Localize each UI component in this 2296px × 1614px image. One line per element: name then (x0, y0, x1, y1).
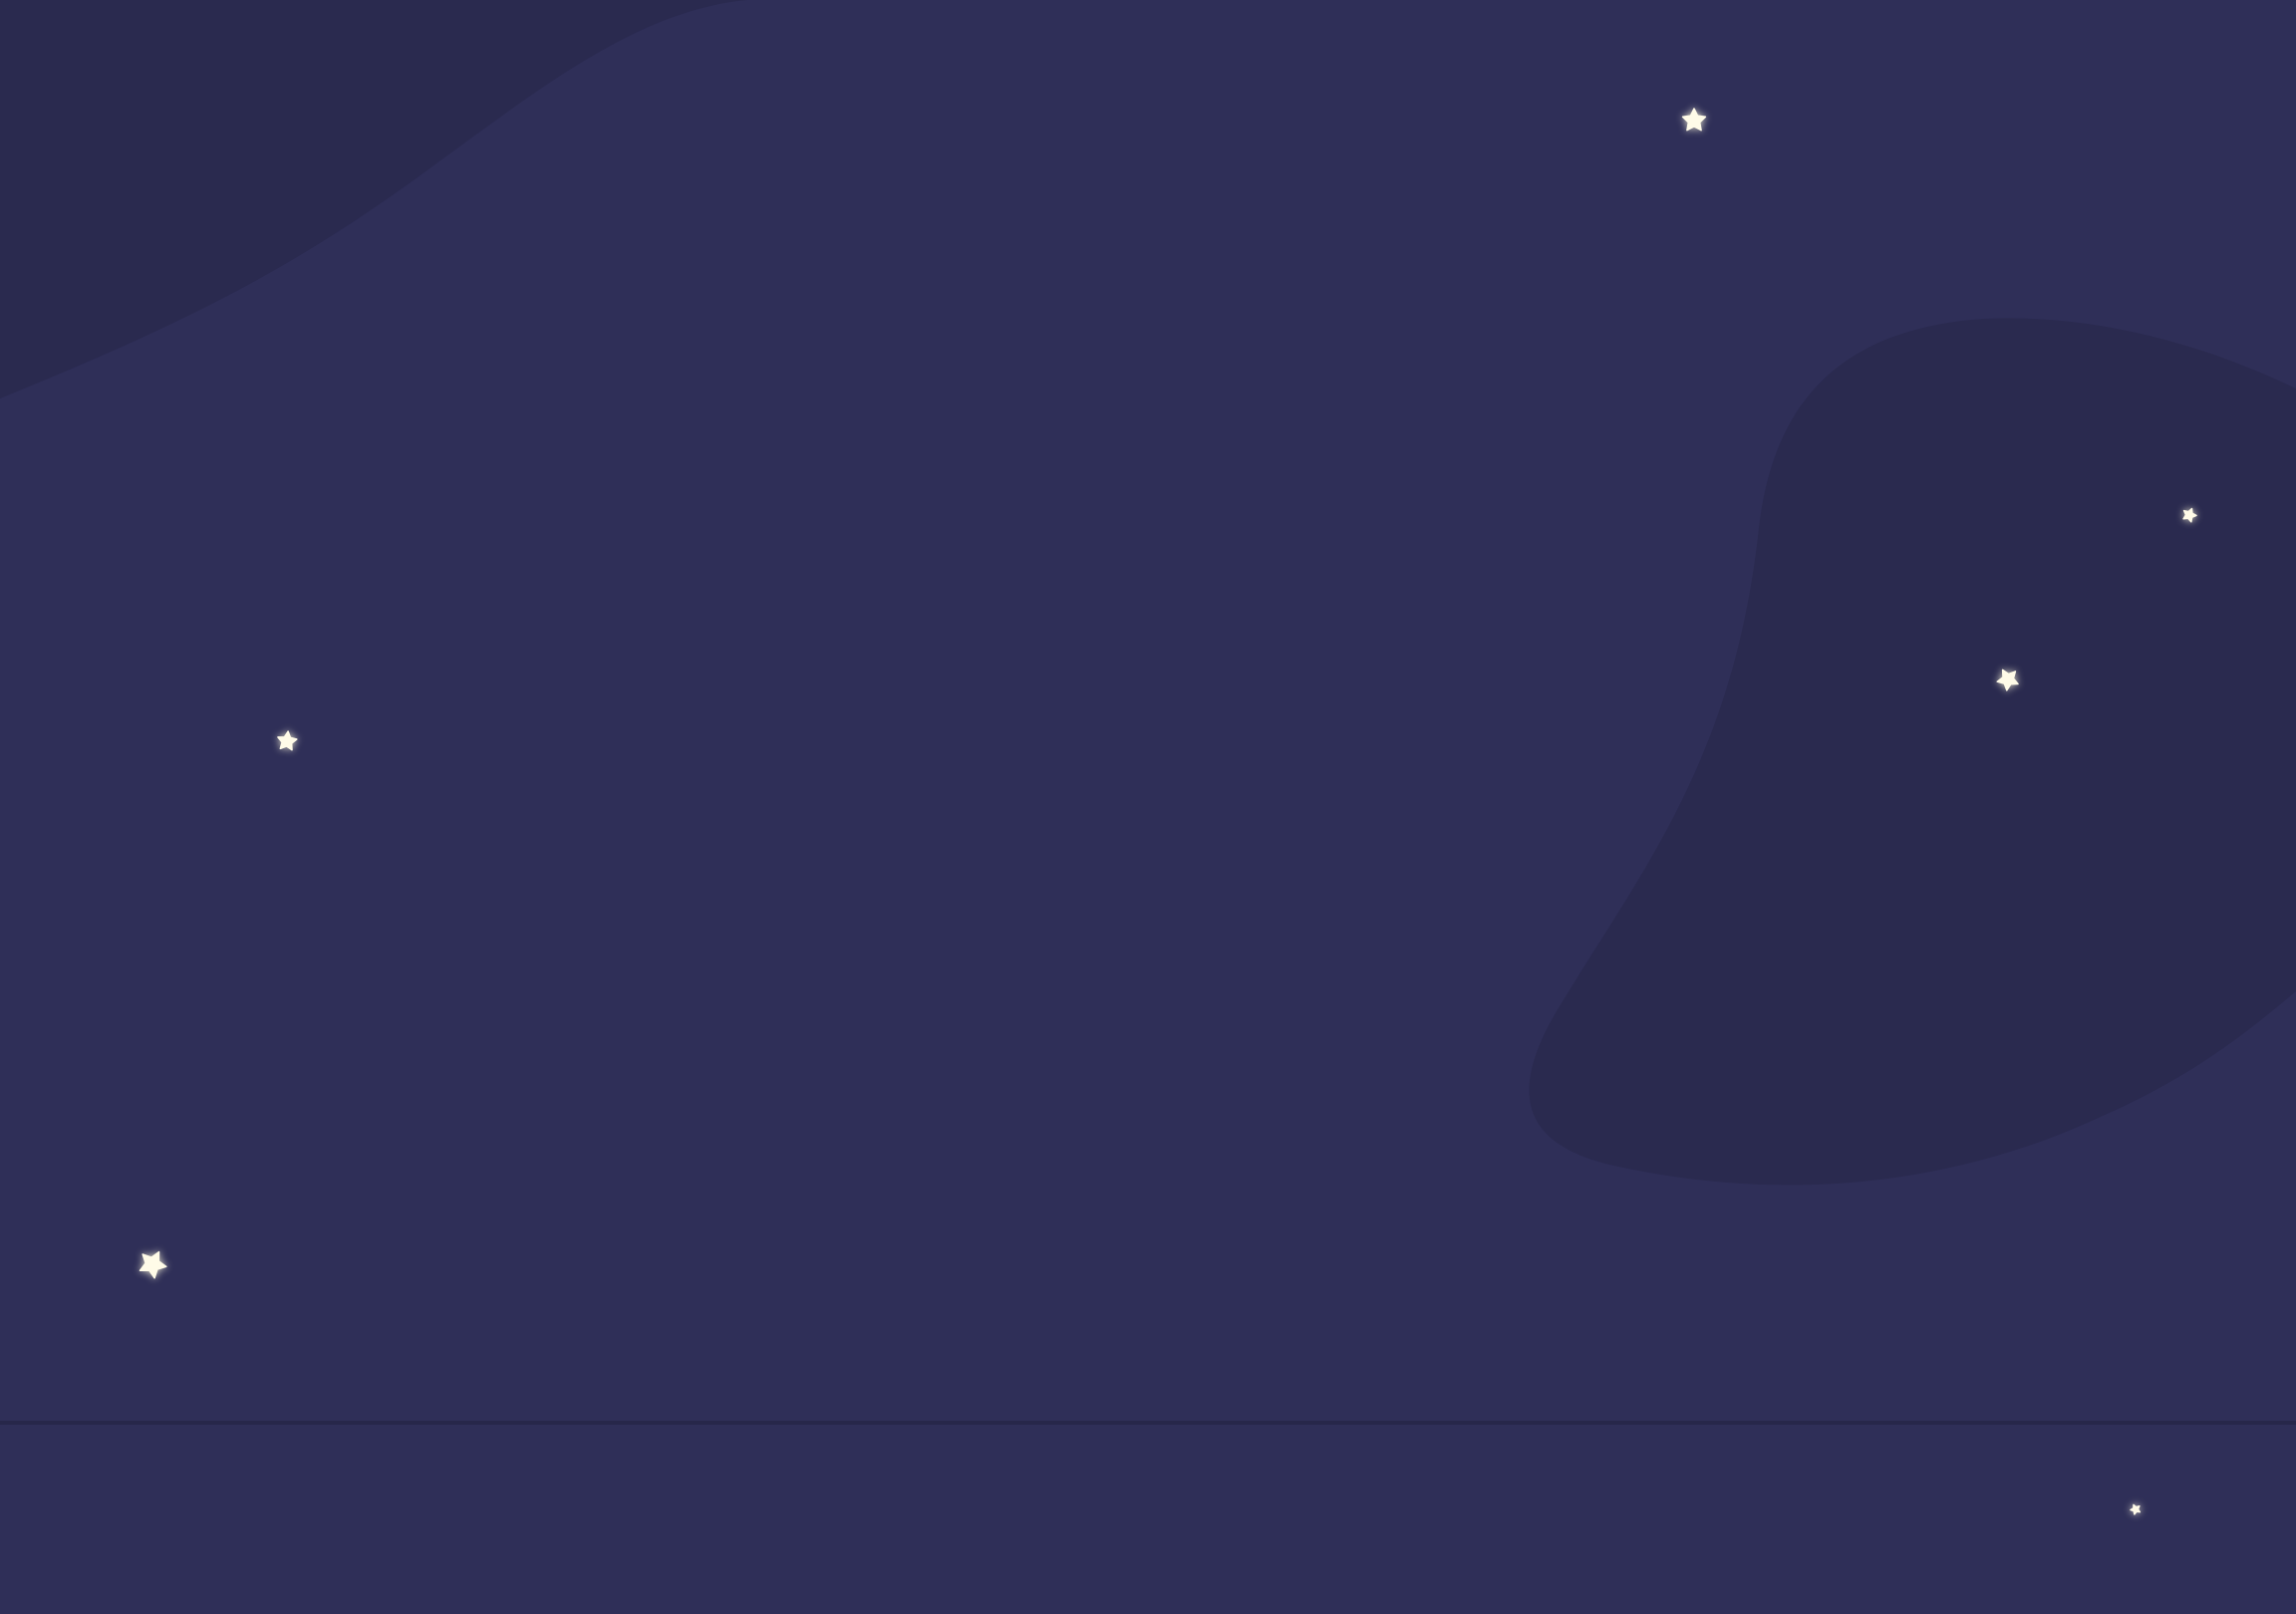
background-blob-top-left (0, 0, 747, 399)
star-icon (139, 1250, 167, 1279)
star-icon (2130, 1503, 2142, 1515)
footer-divider (0, 1421, 2296, 1425)
star-icon (1681, 108, 1707, 132)
background-blob-right (1529, 318, 2296, 1186)
star-icon (277, 730, 298, 751)
star-field (139, 108, 2197, 1515)
star-icon (1996, 669, 2019, 691)
star-icon (2182, 507, 2197, 523)
footer-area (0, 1421, 2296, 1614)
